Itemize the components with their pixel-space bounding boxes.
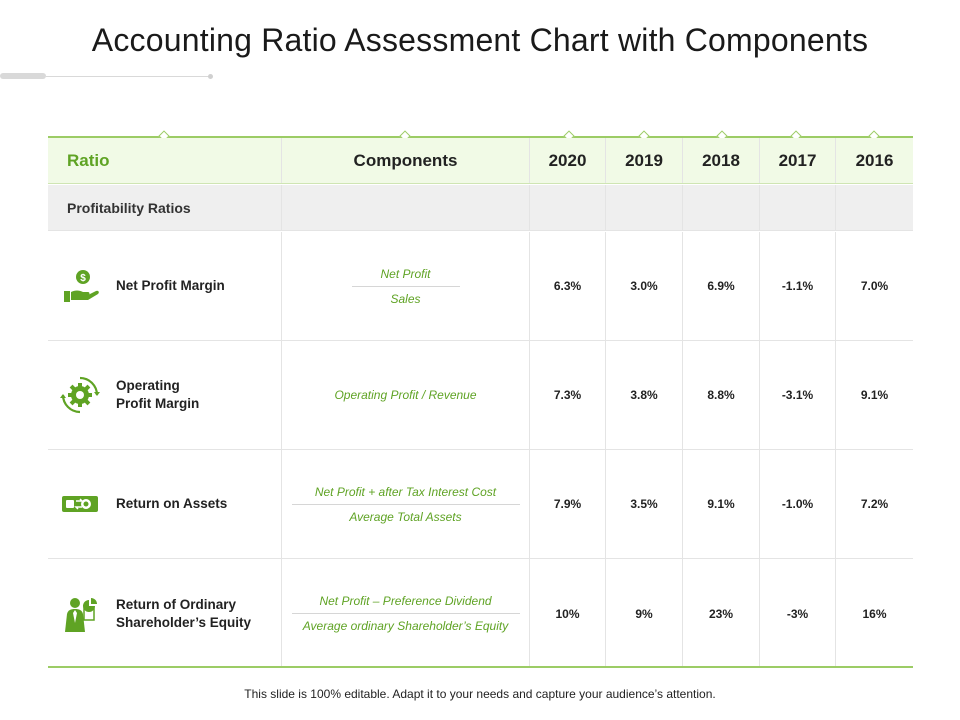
ratio-name: Net Profit Margin bbox=[116, 278, 225, 293]
value-cell: 8.8% bbox=[683, 341, 760, 449]
value-cell: 9.1% bbox=[860, 388, 889, 402]
value-cell: 9% bbox=[606, 559, 683, 668]
value-cell: 7.3% bbox=[530, 341, 606, 449]
value-cell: 10% bbox=[530, 559, 606, 668]
value-cell: 3.8% bbox=[606, 341, 683, 449]
table-top-border bbox=[48, 136, 913, 138]
value-cell: 7.9% bbox=[530, 450, 606, 558]
value-cell: -3% bbox=[760, 559, 836, 668]
gear-cycle-icon bbox=[60, 375, 100, 415]
header-components: Components bbox=[282, 138, 530, 183]
formula-denominator: Average ordinary Shareholder’s Equity bbox=[302, 619, 509, 633]
title-underline-decoration bbox=[0, 73, 220, 79]
component-formula: Operating Profit / Revenue bbox=[334, 386, 476, 404]
table-row: Return of Ordinary Shareholder’s Equity … bbox=[48, 559, 913, 668]
header-year: 2019 bbox=[606, 138, 683, 183]
ratio-name: Return on Assets bbox=[116, 496, 228, 511]
footer-note: This slide is 100% editable. Adapt it to… bbox=[244, 687, 716, 701]
formula-numerator: Net Profit – Preference Dividend bbox=[319, 594, 492, 608]
component-formula: Net Profit + after Tax Interest Cost Ave… bbox=[291, 483, 520, 526]
value-cell: -3.1% bbox=[760, 341, 836, 449]
ratio-table: Ratio Components 2020 2019 2018 2017 201… bbox=[48, 130, 913, 669]
header-year: 2020 bbox=[530, 138, 606, 183]
formula-numerator: Net Profit bbox=[380, 266, 431, 281]
value-cell: -1.0% bbox=[760, 450, 836, 558]
formula-numerator: Net Profit + after Tax Interest Cost bbox=[314, 484, 497, 499]
formula-text: Operating Profit / Revenue bbox=[334, 388, 477, 402]
table-row: $ Net Profit Margin Net Profit Sales 6.3… bbox=[48, 232, 913, 341]
table-row: Operating Profit Margin Operating Profit… bbox=[48, 341, 913, 450]
value-cell: 16% bbox=[862, 606, 887, 621]
component-formula: Net Profit – Preference Dividend Average… bbox=[291, 592, 520, 635]
money-hand-icon: $ bbox=[60, 266, 100, 306]
component-formula: Net Profit Sales bbox=[351, 265, 460, 308]
table-row: Return on Assets Net Profit + after Tax … bbox=[48, 450, 913, 559]
value-cell: 7.0% bbox=[860, 279, 889, 293]
value-cell: 23% bbox=[683, 559, 760, 668]
table-bottom-border bbox=[48, 666, 913, 668]
businessman-chart-icon bbox=[60, 594, 100, 634]
section-label: Profitability Ratios bbox=[48, 185, 282, 230]
value-cell: 6.3% bbox=[530, 232, 606, 340]
value-cell: 3.0% bbox=[606, 232, 683, 340]
formula-denominator: Average Total Assets bbox=[349, 509, 462, 524]
svg-text:$: $ bbox=[80, 273, 86, 284]
header-year: 2018 bbox=[683, 138, 760, 183]
header-ratio: Ratio bbox=[48, 138, 282, 183]
slide-title: Accounting Ratio Assessment Chart with C… bbox=[91, 22, 869, 58]
formula-denominator: Sales bbox=[390, 291, 421, 306]
value-cell: 3.5% bbox=[606, 450, 683, 558]
value-cell: -1.1% bbox=[760, 232, 836, 340]
header-year: 2016 bbox=[855, 150, 894, 170]
table-header-row: Ratio Components 2020 2019 2018 2017 201… bbox=[48, 138, 913, 184]
section-row: Profitability Ratios bbox=[48, 185, 913, 231]
value-cell: 9.1% bbox=[683, 450, 760, 558]
ratio-name: Return of Ordinary Shareholder’s Equity bbox=[116, 596, 252, 630]
header-year: 2017 bbox=[760, 138, 836, 183]
value-cell: 6.9% bbox=[683, 232, 760, 340]
cash-exchange-icon bbox=[60, 484, 100, 524]
value-cell: 7.2% bbox=[860, 497, 889, 511]
ratio-name: Operating Profit Margin bbox=[116, 378, 200, 411]
